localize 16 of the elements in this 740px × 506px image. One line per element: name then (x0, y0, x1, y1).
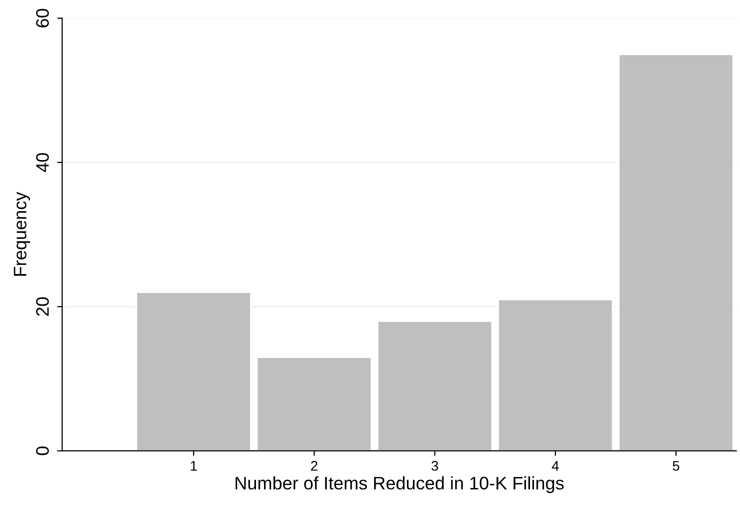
y-tick-label: 60 (36, 8, 49, 28)
bar (256, 356, 372, 451)
y-tick-label: 0 (36, 446, 49, 456)
bar (135, 291, 252, 451)
x-axis-title: Number of Items Reduced in 10-K Filings (236, 476, 564, 494)
x-tick-label: 3 (431, 460, 438, 471)
bar (376, 320, 493, 451)
bar (497, 298, 614, 451)
x-tick-label: 5 (672, 461, 680, 471)
bar (618, 53, 734, 451)
y-tick-label: 40 (36, 153, 49, 172)
x-tick-label: 2 (311, 460, 318, 471)
y-tick-label: 20 (36, 297, 49, 316)
y-axis-title: Frequency (14, 192, 30, 276)
x-tick-label: 1 (190, 461, 197, 471)
x-tick-label: 4 (552, 461, 559, 471)
